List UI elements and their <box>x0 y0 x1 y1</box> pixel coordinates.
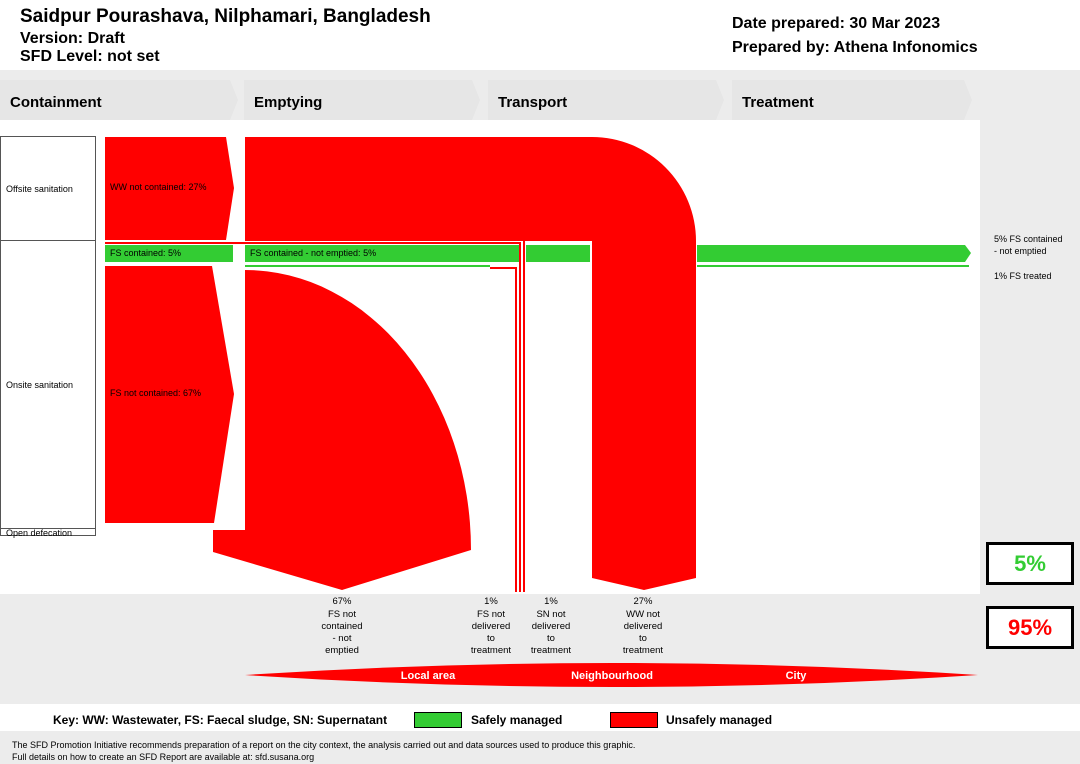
key-unsafe-swatch <box>610 712 658 728</box>
svg-text:contained: contained <box>321 621 362 632</box>
row-offsite <box>0 136 96 241</box>
flow-label-fs-contained: FS contained: 5% <box>110 248 181 258</box>
svg-text:treatment: treatment <box>471 645 511 656</box>
key-label: Key: WW: Wastewater, FS: Faecal sludge, … <box>53 713 387 727</box>
unsafe-total-box: 95% <box>986 606 1074 649</box>
area-bar <box>245 663 978 687</box>
unsafe-total: 95% <box>1007 615 1053 640</box>
stage-label-transport: Transport <box>498 94 567 111</box>
key-safe-label: Safely managed <box>471 713 562 727</box>
stage-transport <box>488 80 724 120</box>
svg-text:emptied: emptied <box>325 645 359 656</box>
note-contained-not-emptied-1: 5% FS contained <box>994 234 1063 244</box>
date-prepared: Date prepared: 30 Mar 2023 <box>732 15 941 32</box>
key-unsafe-label: Unsafely managed <box>666 713 772 727</box>
svg-text:1%: 1% <box>544 596 558 607</box>
svg-text:treatment: treatment <box>623 645 663 656</box>
flow-fs-treatment-green <box>697 245 971 262</box>
bottom-label-fs-not-delivered: 1% FS not delivered to treatment <box>471 596 511 656</box>
svg-text:treatment: treatment <box>531 645 571 656</box>
flow-fs-contained-not-emptied <box>245 245 520 262</box>
flow-ww-transport <box>245 137 696 590</box>
flow-fs-contained <box>105 245 233 262</box>
stage-emptying <box>244 80 480 120</box>
flow-label-fs-not-contained: FS not contained: 67% <box>110 388 201 398</box>
row-label-offsite: Offsite sanitation <box>6 184 73 194</box>
flow-fs-transport-green <box>526 245 590 262</box>
svg-text:to: to <box>487 633 495 644</box>
area-city: City <box>786 670 808 682</box>
row-label-onsite: Onsite sanitation <box>6 380 73 390</box>
flow-label-fs-contained-not-emptied: FS contained - not emptied: 5% <box>250 248 376 258</box>
svg-text:FS not: FS not <box>477 609 505 620</box>
svg-text:67%: 67% <box>332 596 352 607</box>
stage-label-treatment: Treatment <box>742 94 814 111</box>
flow-ww-not-contained <box>105 137 234 240</box>
key-safe-swatch <box>414 712 462 728</box>
stage-treatment <box>732 80 972 120</box>
safe-total: 5% <box>1014 551 1046 576</box>
area-neighbourhood: Neighbourhood <box>571 670 653 682</box>
bottom-label-fs-not-contained: 67% FS not contained - not emptied <box>321 596 362 656</box>
bottom-label-ww-not-delivered: 27% WW not delivered to treatment <box>623 596 663 656</box>
svg-text:FS not: FS not <box>328 609 356 620</box>
flow-fs-not-contained <box>105 266 234 523</box>
bottom-label-sn-not-delivered: 1% SN not delivered to treatment <box>531 596 571 656</box>
svg-text:SN not: SN not <box>536 609 565 620</box>
stage-label-emptying: Emptying <box>254 94 322 111</box>
flow-label-ww-not-contained: WW not contained: 27% <box>110 182 207 192</box>
footer-band <box>0 731 1080 764</box>
version-label: Version: Draft <box>20 30 125 47</box>
stage-label-containment: Containment <box>10 94 102 111</box>
svg-text:1%: 1% <box>484 596 498 607</box>
flow-sn-not-delivered <box>490 267 517 592</box>
area-local: Local area <box>401 670 456 682</box>
prepared-by: Prepared by: Athena Infonomics <box>732 39 978 56</box>
svg-text:delivered: delivered <box>532 621 571 632</box>
note-contained-not-emptied-2: - not emptied <box>994 246 1047 256</box>
note-treated: 1% FS treated <box>994 271 1052 281</box>
flow-fs-thin-line <box>245 265 490 267</box>
flow-fs-treated-line <box>697 265 969 267</box>
flow-fs-not-contained-not-emptied <box>213 270 471 590</box>
sfd-level-label: SFD Level: not set <box>20 48 160 65</box>
flow-fs-not-delivered <box>105 242 521 592</box>
svg-text:- not: - not <box>332 633 351 644</box>
stage-containment <box>0 80 238 120</box>
row-onsite <box>0 240 96 529</box>
row-label-open: Open defecation <box>6 528 72 538</box>
svg-text:27%: 27% <box>633 596 653 607</box>
safe-total-box: 5% <box>986 542 1074 585</box>
city-title: Saidpur Pourashava, Nilphamari, Banglade… <box>20 6 431 27</box>
svg-text:to: to <box>639 633 647 644</box>
svg-text:delivered: delivered <box>624 621 663 632</box>
right-panel <box>980 80 1080 595</box>
footer-line-2: Full details on how to create an SFD Rep… <box>12 752 314 762</box>
row-open-defecation <box>0 528 96 536</box>
svg-text:WW not: WW not <box>626 609 660 620</box>
svg-text:to: to <box>547 633 555 644</box>
svg-text:delivered: delivered <box>472 621 511 632</box>
header: Saidpur Pourashava, Nilphamari, Banglade… <box>0 0 1080 70</box>
stage-band-gap <box>0 70 1080 80</box>
footer-line-1: The SFD Promotion Initiative recommends … <box>12 740 635 750</box>
